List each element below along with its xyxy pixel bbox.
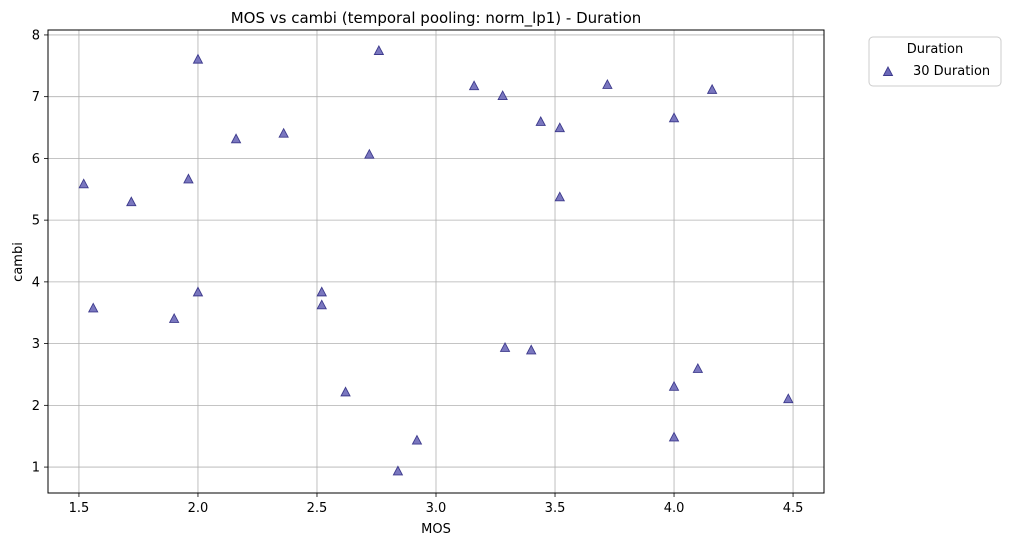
y-axis-ticks: 1 2 3 4 5 6 7 8: [32, 28, 48, 476]
x-tick-label: 4.0: [664, 501, 685, 516]
x-tick-label: 3.5: [545, 501, 566, 516]
data-point-triangle: [411, 434, 423, 445]
legend-entry-label: 30 Duration: [913, 64, 990, 79]
y-tick-label: 8: [32, 28, 40, 43]
legend-marker-triangle: [882, 66, 894, 76]
y-tick-label: 2: [32, 399, 40, 414]
legend-box: [868, 36, 1002, 87]
data-point-triangle: [602, 78, 613, 89]
x-tick-label: 1.5: [69, 501, 90, 516]
legend-title: Duration: [907, 42, 963, 57]
data-point-triangle: [230, 133, 242, 144]
data-point-triangle: [192, 53, 204, 64]
data-points: [78, 45, 794, 476]
x-tick-label: 4.5: [783, 501, 804, 516]
grid-lines: [48, 30, 824, 493]
x-axis-ticks: 1.5 2.0 2.5 3.0 3.5 4.0 4.5: [69, 493, 804, 516]
data-point-triangle: [554, 122, 566, 133]
data-point-triangle: [668, 380, 680, 391]
x-tick-label: 3.0: [426, 501, 447, 516]
data-point-triangle: [87, 302, 99, 313]
y-tick-label: 7: [32, 90, 40, 105]
data-point-triangle: [316, 286, 327, 297]
data-point-triangle: [668, 112, 680, 123]
data-point-triangle: [468, 80, 480, 91]
y-tick-label: 5: [32, 214, 40, 229]
data-point-triangle: [126, 196, 137, 207]
data-point-triangle: [316, 299, 327, 310]
x-tick-label: 2.0: [188, 501, 209, 516]
y-tick-label: 4: [32, 275, 40, 290]
data-point-triangle: [392, 465, 404, 476]
data-point-triangle: [525, 344, 537, 355]
data-point-triangle: [497, 90, 508, 101]
data-point-triangle: [183, 173, 194, 184]
x-axis-label: MOS: [421, 522, 451, 537]
data-point-triangle: [373, 45, 385, 55]
data-point-triangle: [783, 393, 794, 404]
data-point-triangle: [192, 286, 204, 297]
x-tick-label: 2.5: [307, 501, 328, 516]
data-point-triangle: [364, 148, 375, 159]
legend: Duration 30 Duration: [868, 36, 1002, 87]
y-tick-label: 6: [32, 152, 40, 167]
y-tick-label: 3: [32, 337, 40, 352]
y-tick-label: 1: [32, 461, 40, 476]
data-point-triangle: [554, 191, 566, 202]
data-point-triangle: [668, 431, 680, 442]
data-point-triangle: [535, 116, 546, 126]
data-point-triangle: [78, 178, 89, 189]
data-point-triangle: [340, 386, 351, 397]
data-point-triangle: [692, 362, 704, 373]
data-point-triangle: [278, 127, 289, 138]
data-point-triangle: [706, 83, 718, 94]
data-point-triangle: [499, 341, 511, 352]
chart-title: MOS vs cambi (temporal pooling: norm_lp1…: [231, 9, 642, 28]
data-point-triangle: [168, 312, 180, 323]
y-axis-label: cambi: [11, 242, 26, 282]
